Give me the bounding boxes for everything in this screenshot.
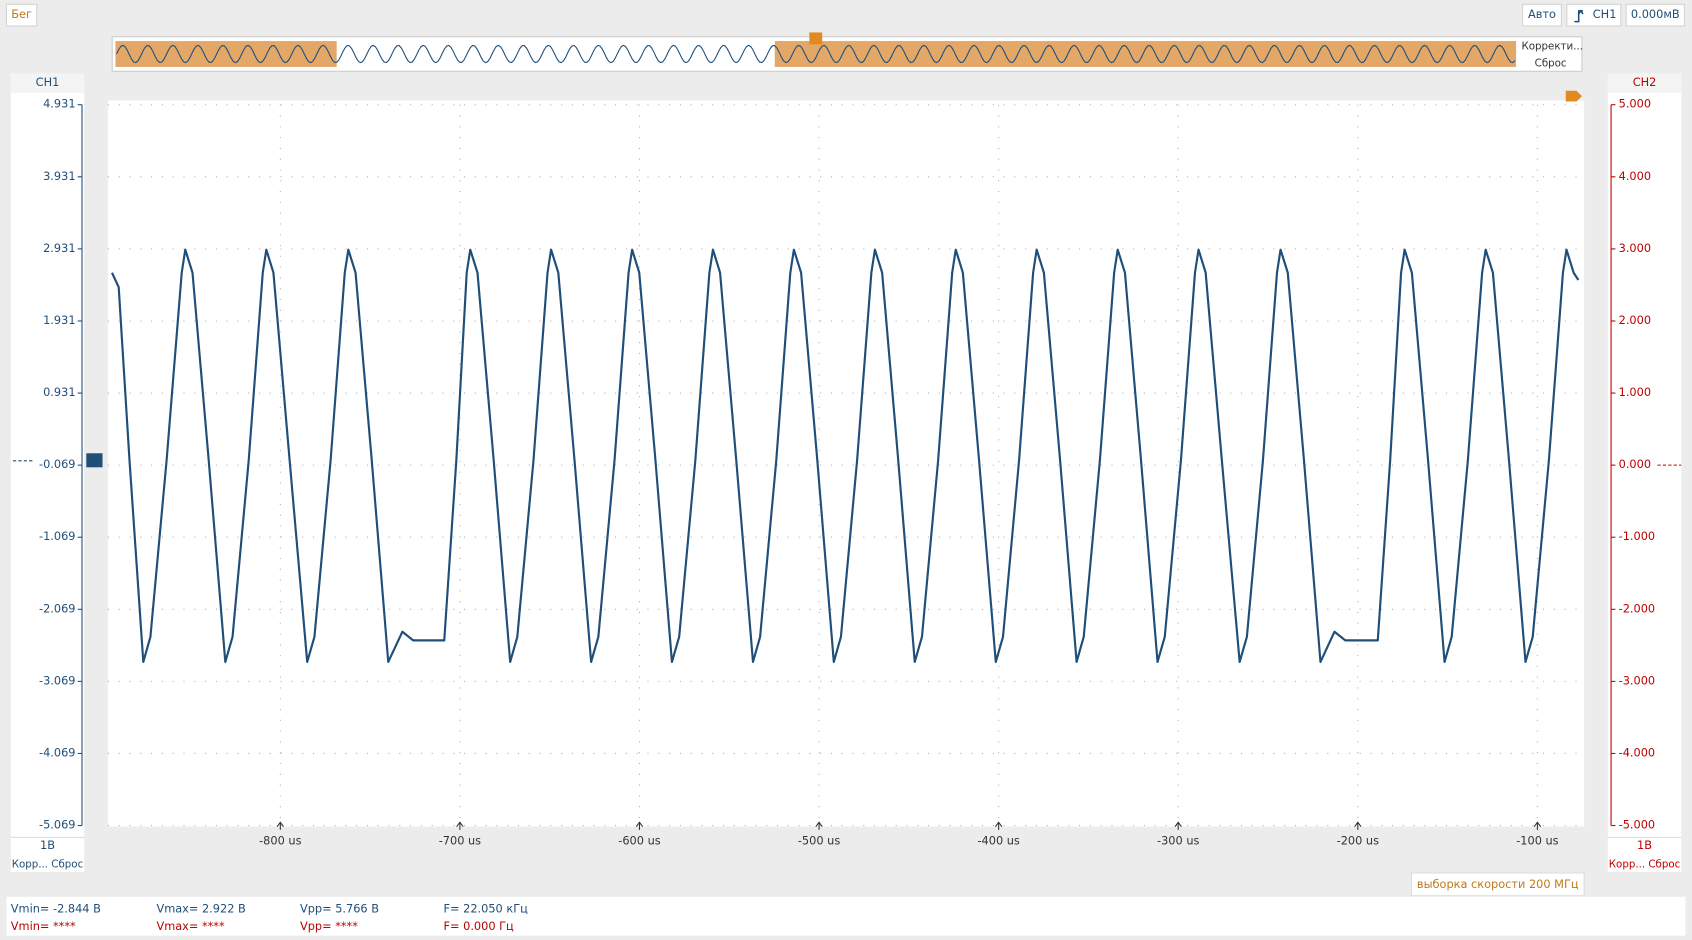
ch2-controls[interactable]: Корр... Сброс [1609,858,1681,870]
y-tick-label: -3.069 [39,673,76,687]
ch1-panel [10,73,85,872]
x-tick [276,821,284,830]
run-state[interactable]: Бег [11,7,32,21]
ch1-offset-marker[interactable] [86,453,103,468]
trigger-level-marker[interactable] [1565,90,1582,102]
plot: -5.069 -4.069 -3.069 -2.069 -1.069 -0.069 0.93… [39,97,1655,848]
overview-window [774,41,1517,67]
measurements-panel [6,896,1686,936]
plot-area [107,100,1585,827]
y-tick-label: 4.931 [43,97,75,111]
overview-reset[interactable]: Сброс [1535,58,1567,70]
y2-tick-label: 4.000 [1619,169,1651,183]
measurement: Vpp= **** [300,919,358,933]
trigger-mode-button[interactable] [1522,3,1562,27]
ch2-label[interactable]: CH2 [1633,75,1657,89]
trigger-source-button[interactable] [1566,3,1622,27]
x-tick-label: -200 us [1337,834,1379,848]
y2-tick-label: 1.000 [1619,385,1651,399]
y2-tick-label: -4.000 [1619,745,1656,759]
x-tick-label: -500 us [798,834,840,848]
overview-trace [116,44,1516,64]
x-tick-label: -600 us [618,834,660,848]
x-tick-label: -100 us [1516,834,1558,848]
x-tick [994,821,1003,830]
measurements: Vmin= -2.844 В Vmax= 2.922 В Vpp= 5.766 В F… [11,902,528,933]
trace [111,248,1580,664]
x-tick-label: -400 us [977,834,1019,848]
measurement: Vpp= 5.766 В [300,902,379,916]
y-tick-label: 3.931 [43,169,75,183]
y2-tick-label: -5.000 [1619,818,1656,832]
measurement: Vmax= 2.922 В [156,902,245,916]
x-tick [1174,821,1182,830]
overview-adjust[interactable]: Корректи... [1522,40,1583,52]
measurement: F= 0.000 Гц [444,919,515,933]
x-tick-label: -700 us [439,834,481,848]
x-tick [815,821,823,830]
y2-tick-label: -3.000 [1619,673,1656,687]
trigger-level[interactable]: 0.000мВ [1631,7,1680,21]
x-tick-label: -800 us [259,834,301,848]
y-tick-label: 0.931 [43,385,75,399]
overview-window [115,41,337,67]
x-tick [1354,821,1362,830]
measurement: Vmin= -2.844 В [11,902,101,916]
ch1-header [10,73,85,93]
trigger-mode[interactable]: Авто [1528,7,1556,21]
y-tick-label: 1.931 [43,313,75,327]
ch2-scale[interactable]: 1В [1637,838,1652,852]
x-tick-label: -300 us [1157,834,1199,848]
y2-tick-label: 2.000 [1619,313,1651,327]
sample-rate-box [1410,872,1585,897]
trigger-marker [809,32,823,45]
y-tick-label: 2.931 [43,241,75,255]
edge-icon [1574,9,1584,23]
y-tick-label: -4.069 [39,745,76,759]
ch1-label[interactable]: CH1 [36,75,60,89]
y-tick-label: -2.069 [39,601,76,615]
measurement: Vmin= **** [11,919,76,933]
ch1-controls[interactable]: Корр... Сброс [12,858,84,870]
measurement: Vmax= **** [156,919,225,933]
y-tick-label: -5.069 [39,818,76,832]
y2-tick-label: 3.000 [1619,241,1651,255]
trigger-level-button[interactable] [1625,3,1685,27]
x-tick [635,821,644,830]
y2-tick-label: 0.000 [1619,457,1651,471]
ch2-header [1607,73,1682,93]
run-button[interactable] [5,3,38,27]
y2-tick-label: -1.000 [1619,529,1656,543]
y2-tick-label: -2.000 [1619,601,1656,615]
sample-rate: выборка скорости 200 МГц [1417,877,1579,891]
y-tick-label: -1.069 [39,529,76,543]
ch1-scale[interactable]: 1В [40,838,55,852]
trigger-source[interactable]: CH1 [1593,7,1617,21]
y-tick-label: -0.069 [39,457,76,471]
measurement: F= 22.050 кГц [444,902,529,916]
ch2-panel [1607,73,1682,872]
x-tick [1533,821,1542,830]
y2-tick-label: 5.000 [1619,97,1651,111]
x-tick [456,821,464,830]
